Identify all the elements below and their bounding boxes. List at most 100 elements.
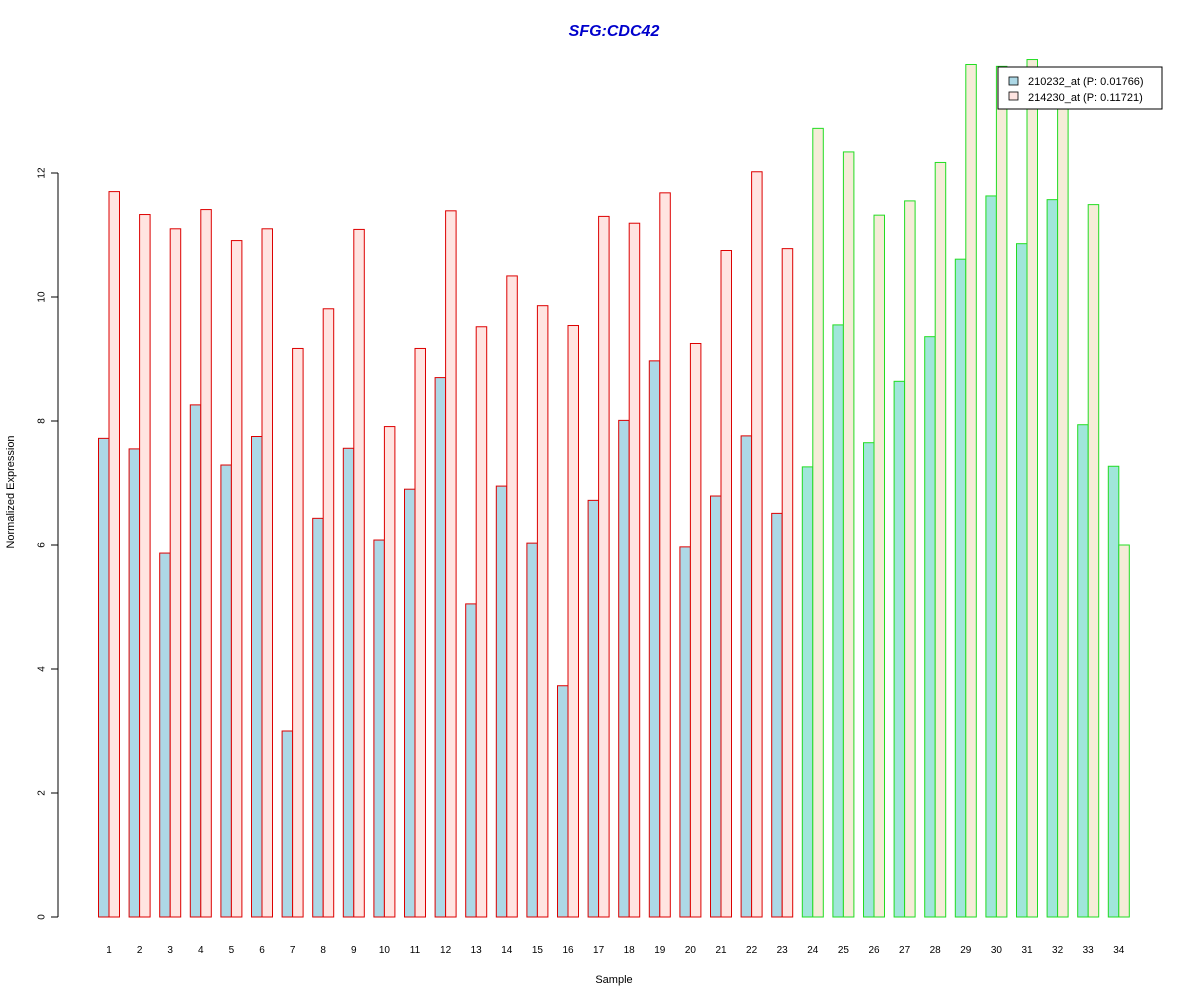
x-tick-label: 34 bbox=[1113, 945, 1125, 956]
bar-series-1 bbox=[557, 685, 569, 918]
x-tick-label: 3 bbox=[167, 945, 173, 956]
bar-series-1 bbox=[985, 195, 997, 918]
x-tick-label: 16 bbox=[562, 945, 574, 956]
bar-series-2 bbox=[965, 64, 977, 918]
bar-series-1 bbox=[465, 603, 477, 918]
bar-series-2 bbox=[1087, 204, 1100, 918]
bar-series-1 bbox=[679, 546, 691, 918]
bar-series-2 bbox=[200, 209, 212, 918]
x-tick-label: 11 bbox=[410, 945, 421, 956]
y-tick-label: 8 bbox=[37, 418, 48, 424]
x-tick-label: 2 bbox=[137, 945, 143, 956]
bar-series-1 bbox=[740, 435, 753, 918]
bar-series-1 bbox=[648, 360, 661, 918]
bar-series-1 bbox=[404, 488, 416, 918]
bar-series-2 bbox=[904, 200, 916, 918]
x-tick-label: 8 bbox=[320, 945, 326, 956]
bar-series-2 bbox=[689, 343, 702, 918]
bar-series-2 bbox=[169, 228, 182, 918]
y-tick-label: 0 bbox=[37, 914, 48, 920]
bar-series-2 bbox=[751, 171, 763, 918]
bar-series-1 bbox=[863, 442, 875, 918]
bar-series-1 bbox=[159, 552, 171, 918]
bar-series-2 bbox=[781, 248, 794, 918]
x-tick-label: 23 bbox=[777, 945, 789, 956]
legend-swatch-series-1 bbox=[1008, 76, 1019, 86]
bar-series-1 bbox=[98, 437, 110, 918]
bar-series-2 bbox=[414, 347, 426, 918]
legend-label-series-1: 210232_at (P: 0.01766) bbox=[1028, 76, 1144, 88]
bar-series-1 bbox=[618, 419, 630, 918]
bar-series-2 bbox=[659, 192, 671, 918]
bar-series-2 bbox=[598, 215, 610, 918]
x-axis-tick-labels: 1 2 3 4 5 6 7 8 9 10 11 12 13 14 15 16 17 18 19 20 21 22 23 24 2… bbox=[106, 945, 1125, 956]
bar-series-1 bbox=[189, 404, 202, 918]
bar-series-1 bbox=[342, 447, 355, 918]
bar-series-2 bbox=[353, 228, 365, 918]
x-tick-label: 20 bbox=[685, 945, 697, 956]
bar-series-2 bbox=[1026, 59, 1038, 918]
x-tick-label: 9 bbox=[351, 945, 357, 956]
bar-series-2 bbox=[995, 65, 1008, 918]
bar-series-2 bbox=[230, 240, 243, 918]
bar-series-2 bbox=[720, 250, 732, 918]
bar-series-2 bbox=[261, 228, 273, 918]
x-tick-label: 17 bbox=[593, 945, 605, 956]
x-tick-label: 5 bbox=[229, 945, 235, 956]
bar-series-1 bbox=[128, 448, 141, 918]
bar-series-2 bbox=[139, 214, 151, 918]
bar-series-2 bbox=[1057, 98, 1069, 918]
bar-series-2 bbox=[628, 222, 641, 918]
bar-series-1 bbox=[710, 495, 722, 918]
bar-series-1 bbox=[771, 512, 783, 918]
y-tick-label: 4 bbox=[37, 666, 48, 672]
bar-series-1 bbox=[495, 485, 508, 918]
bar-series-1 bbox=[801, 466, 814, 918]
chart-title: SFG:CDC42 bbox=[569, 23, 660, 40]
bar-series-1 bbox=[587, 499, 600, 918]
y-axis-label: Normalized Expression bbox=[5, 435, 17, 548]
x-tick-label: 29 bbox=[960, 945, 972, 956]
x-tick-label: 27 bbox=[899, 945, 911, 956]
bar-series-2 bbox=[536, 305, 549, 918]
x-tick-label: 13 bbox=[471, 945, 483, 956]
x-tick-label: 10 bbox=[379, 945, 391, 956]
bar-series-2 bbox=[934, 161, 947, 918]
y-tick-label: 2 bbox=[37, 790, 48, 796]
bar-series-1 bbox=[1016, 243, 1028, 918]
x-tick-label: 19 bbox=[654, 945, 666, 956]
x-tick-label: 14 bbox=[501, 945, 513, 956]
bar-series-1 bbox=[1077, 424, 1089, 918]
x-tick-label: 6 bbox=[259, 945, 265, 956]
bar-series-1 bbox=[924, 336, 936, 918]
bar-series-1 bbox=[1046, 199, 1059, 918]
bar-series-2 bbox=[506, 275, 518, 918]
bar-series-2 bbox=[873, 214, 885, 918]
bar-series-1 bbox=[312, 517, 324, 918]
bar-series-2 bbox=[567, 325, 579, 918]
bar-series-1 bbox=[893, 380, 906, 918]
bar-series-1 bbox=[373, 539, 385, 918]
bar-series-2 bbox=[322, 308, 335, 918]
y-tick-label: 6 bbox=[37, 542, 48, 548]
x-axis-label: Sample bbox=[595, 974, 632, 986]
x-tick-label: 1 bbox=[106, 945, 112, 956]
bar-series-1 bbox=[251, 436, 263, 918]
x-tick-label: 22 bbox=[746, 945, 758, 956]
legend-swatch-series-2 bbox=[1008, 91, 1019, 101]
bar-series-1 bbox=[1107, 465, 1120, 918]
bar-series-1 bbox=[281, 730, 294, 918]
x-tick-label: 18 bbox=[624, 945, 636, 956]
bar-series-2 bbox=[842, 151, 855, 918]
legend: 210232_at (P: 0.01766) 214230_at (P: 0.1… bbox=[997, 66, 1163, 110]
x-tick-label: 26 bbox=[868, 945, 880, 956]
x-tick-label: 7 bbox=[290, 945, 296, 956]
x-tick-label: 4 bbox=[198, 945, 204, 956]
bar-series-1 bbox=[954, 258, 967, 918]
bar-series-2 bbox=[108, 191, 120, 918]
x-tick-label: 12 bbox=[440, 945, 452, 956]
legend-box bbox=[997, 66, 1163, 110]
bar-series-1 bbox=[526, 542, 538, 918]
bar-series-2 bbox=[812, 127, 824, 918]
